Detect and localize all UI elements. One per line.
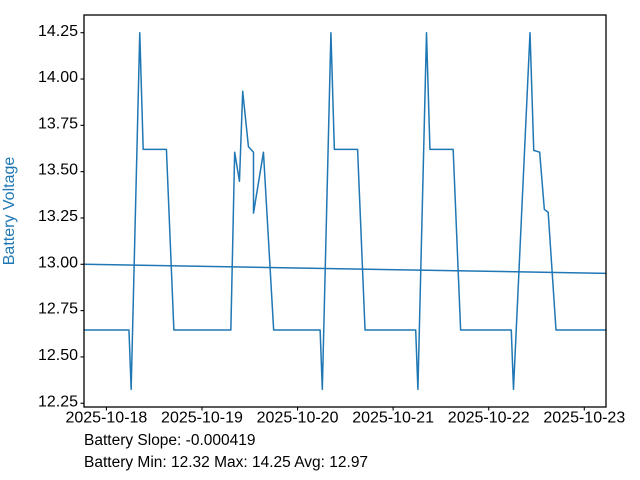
svg-text:2025-10-20: 2025-10-20 <box>257 409 339 426</box>
svg-text:13.25: 13.25 <box>38 208 78 225</box>
svg-text:Battery Slope: -0.000419: Battery Slope: -0.000419 <box>84 432 255 449</box>
svg-text:2025-10-19: 2025-10-19 <box>161 409 243 426</box>
svg-text:2025-10-23: 2025-10-23 <box>543 409 625 426</box>
svg-text:12.50: 12.50 <box>38 347 78 364</box>
svg-text:12.75: 12.75 <box>38 301 78 318</box>
svg-text:2025-10-21: 2025-10-21 <box>352 409 434 426</box>
svg-text:13.75: 13.75 <box>38 115 78 132</box>
svg-text:13.00: 13.00 <box>38 254 78 271</box>
svg-text:14.25: 14.25 <box>38 23 78 40</box>
svg-text:Battery Min: 12.32 Max: 14.25: Battery Min: 12.32 Max: 14.25 Avg: 12.97 <box>84 454 368 471</box>
svg-text:14.00: 14.00 <box>38 69 78 86</box>
svg-text:12.25: 12.25 <box>38 393 78 410</box>
svg-text:13.50: 13.50 <box>38 162 78 179</box>
svg-text:2025-10-18: 2025-10-18 <box>65 409 147 426</box>
svg-text:Battery Voltage: Battery Voltage <box>1 157 18 266</box>
svg-text:2025-10-22: 2025-10-22 <box>448 409 530 426</box>
